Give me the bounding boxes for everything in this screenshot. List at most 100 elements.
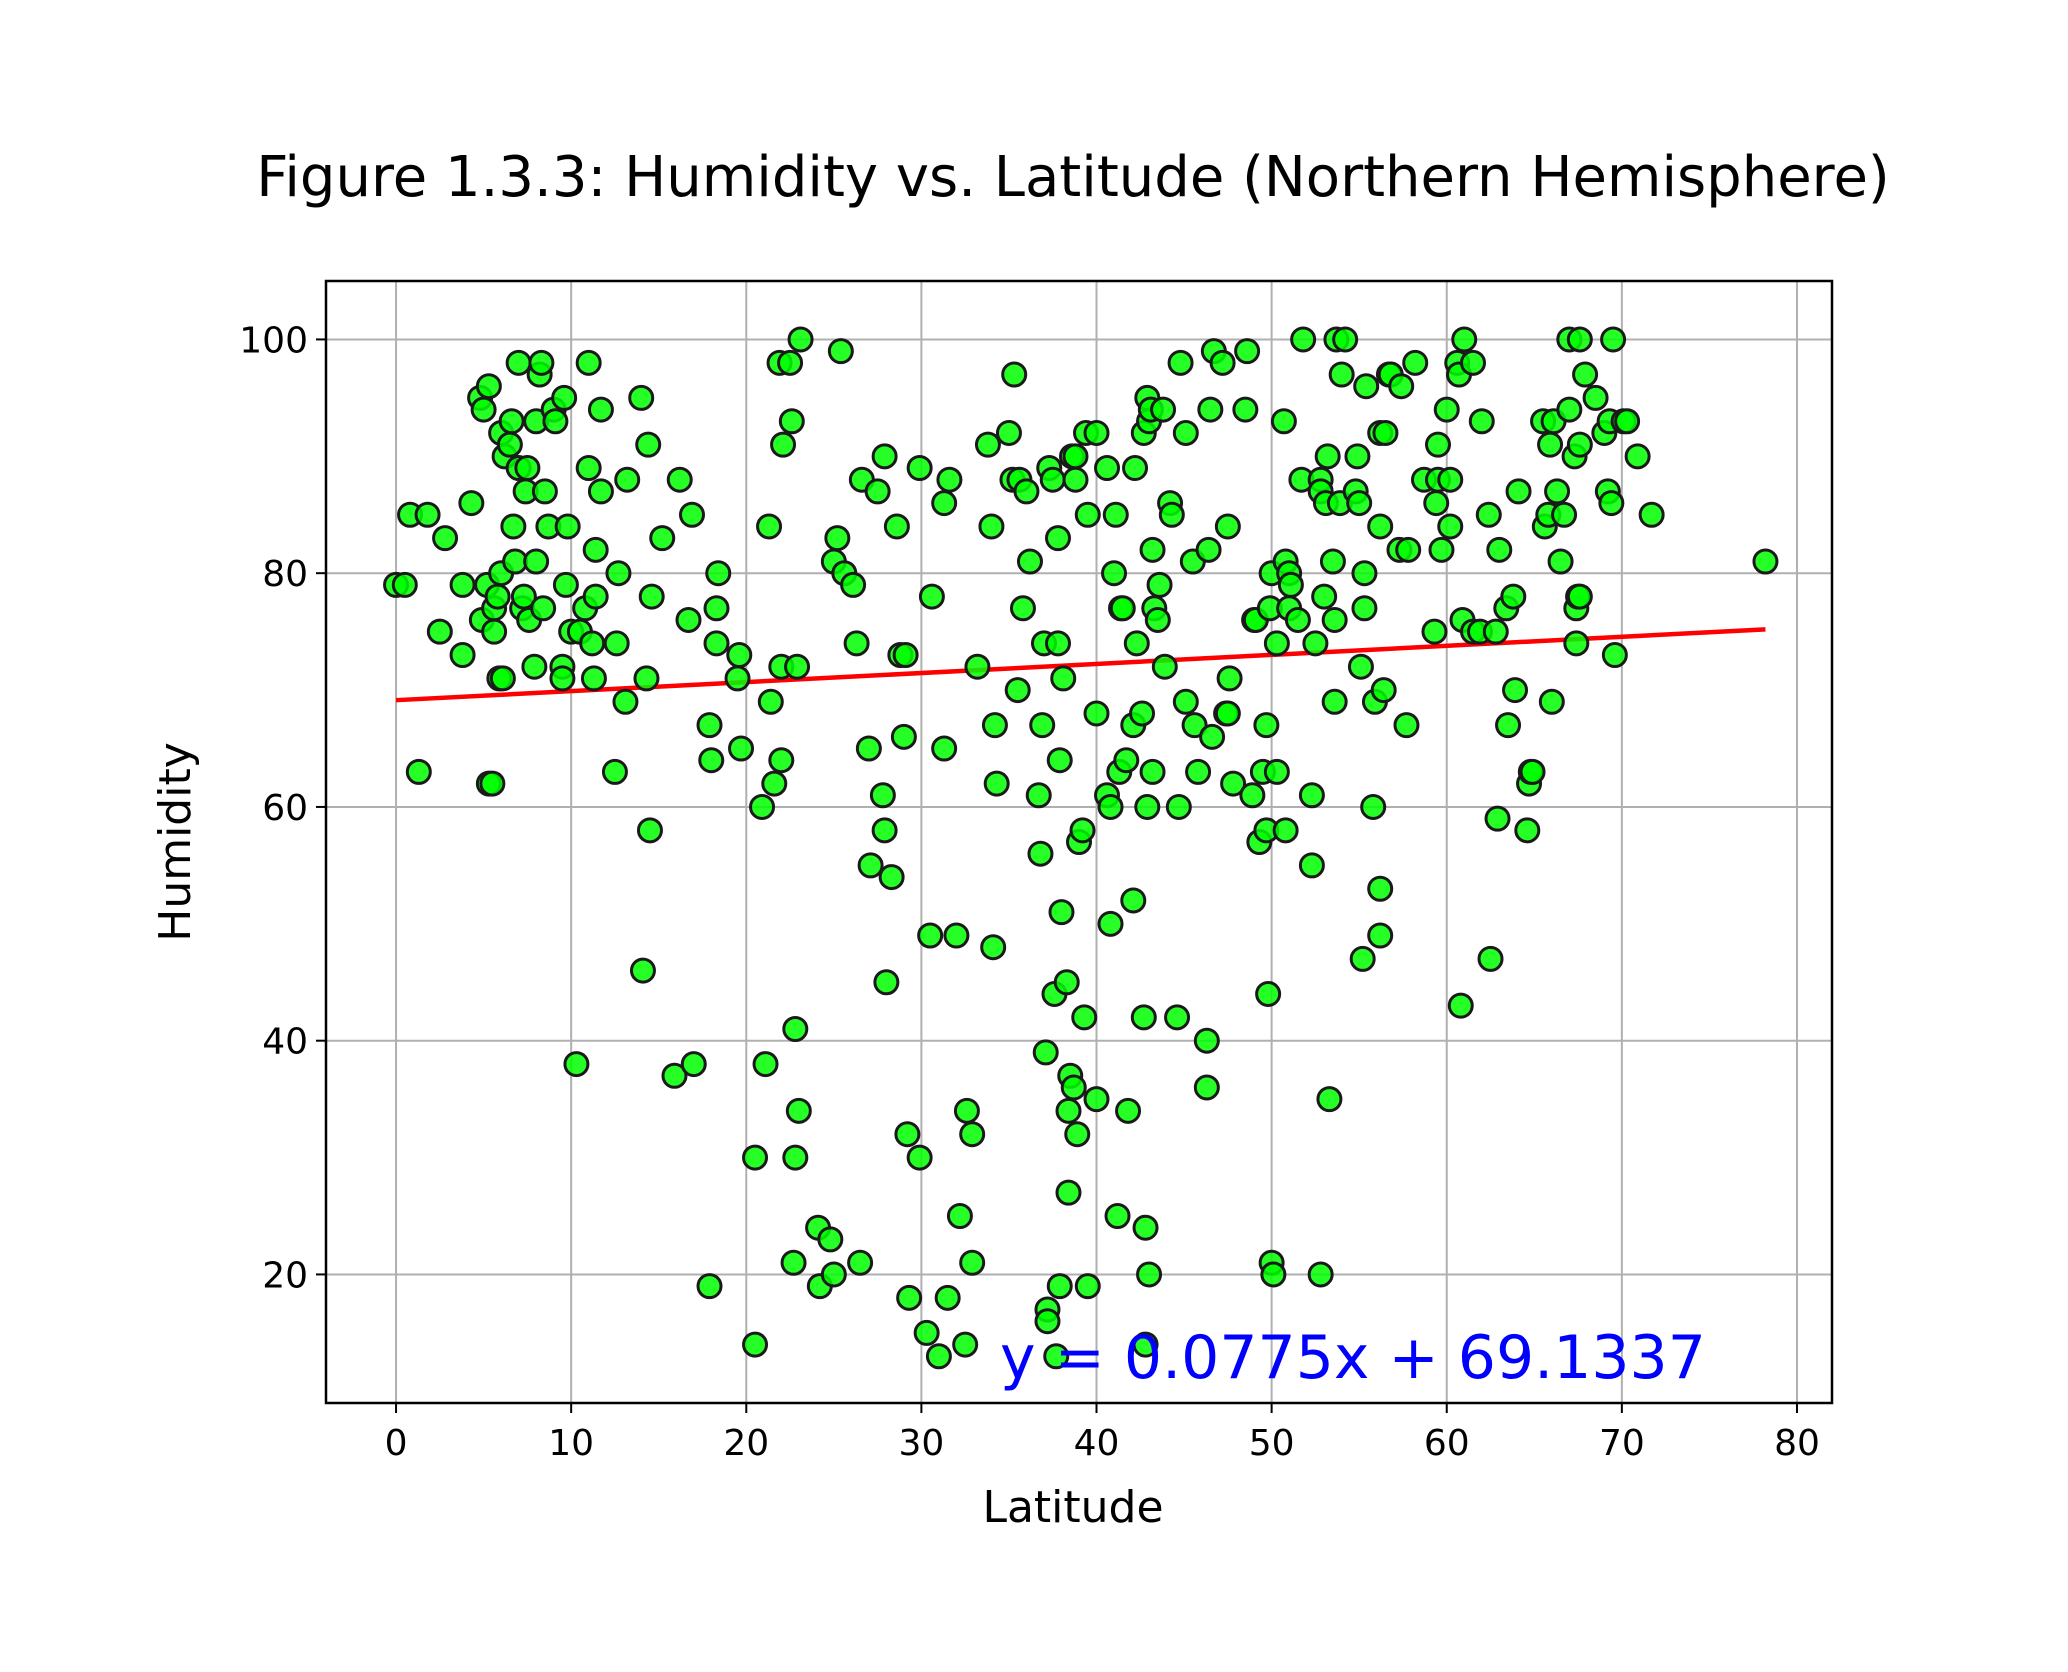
scatter-point xyxy=(1083,700,1110,727)
scatter-point xyxy=(1332,326,1359,353)
x-tick-label: 40 xyxy=(1074,1423,1120,1464)
scatter-point xyxy=(1216,665,1243,692)
scatter-point xyxy=(1044,630,1071,657)
scatter-point xyxy=(894,1121,921,1148)
scatter-point xyxy=(678,501,705,528)
scatter-point xyxy=(925,1343,952,1370)
scatter-point xyxy=(1344,443,1371,470)
scatter-point xyxy=(1298,852,1325,879)
scatter-point xyxy=(1130,1004,1157,1031)
scatter-point xyxy=(1477,945,1504,972)
scatter-point xyxy=(1263,630,1290,657)
scatter-point xyxy=(1638,501,1665,528)
scatter-point xyxy=(918,583,945,610)
scatter-point xyxy=(1421,618,1448,645)
scatter-point xyxy=(1272,817,1299,844)
scatter-point xyxy=(479,770,506,797)
scatter-point xyxy=(528,349,555,376)
scatter-point xyxy=(1519,758,1546,785)
scatter-point xyxy=(1048,899,1075,926)
regression-equation: y = 0.0775x + 69.1337 xyxy=(1000,1323,1706,1393)
scatter-point xyxy=(635,431,662,458)
scatter-point xyxy=(1046,1273,1073,1300)
scatter-point xyxy=(1284,606,1311,633)
scatter-point xyxy=(1321,606,1348,633)
scatter-point xyxy=(1255,980,1282,1007)
scatter-point xyxy=(1197,396,1224,423)
scatter-point xyxy=(1172,688,1199,715)
scatter-point xyxy=(542,408,569,435)
scatter-point xyxy=(974,431,1001,458)
scatter-point xyxy=(871,443,898,470)
scatter-point xyxy=(1556,396,1583,423)
scatter-point xyxy=(514,455,541,481)
scatter-point xyxy=(666,466,693,493)
scatter-point xyxy=(1134,793,1161,820)
scatter-point xyxy=(633,665,660,692)
scatter-point xyxy=(1402,349,1429,376)
y-axis-label: Humidity xyxy=(150,742,201,942)
scatter-point xyxy=(575,349,602,376)
scatter-point xyxy=(1083,1086,1110,1113)
scatter-point xyxy=(1437,513,1464,540)
scatter-point xyxy=(1150,396,1177,423)
scatter-point xyxy=(587,396,614,423)
scatter-point xyxy=(953,1097,980,1124)
scatter-point xyxy=(1566,431,1593,458)
scatter-point xyxy=(890,723,917,750)
scatter-point xyxy=(1433,396,1460,423)
scatter-point xyxy=(1139,758,1166,785)
scatter-point xyxy=(785,1097,812,1124)
scatter-point xyxy=(1043,1343,1070,1370)
scatter-point xyxy=(995,419,1022,446)
scatter-point xyxy=(1069,817,1096,844)
scatter-point xyxy=(484,583,511,610)
scatter-point xyxy=(1424,431,1451,458)
scatter-point xyxy=(777,349,804,376)
scatter-point xyxy=(1102,501,1129,528)
x-tick-label: 30 xyxy=(898,1423,944,1464)
scatter-point xyxy=(873,969,900,996)
scatter-point xyxy=(1046,747,1073,774)
scatter-point xyxy=(696,712,723,739)
scatter-point xyxy=(1624,443,1651,470)
scatter-point xyxy=(913,1319,940,1346)
scatter-point xyxy=(1253,712,1280,739)
scatter-point xyxy=(1144,606,1171,633)
scatter-point xyxy=(1311,583,1338,610)
scatter-point xyxy=(827,338,854,365)
scatter-point xyxy=(449,642,476,668)
scatter-point xyxy=(871,817,898,844)
x-tick-label: 10 xyxy=(548,1423,594,1464)
scatter-point xyxy=(661,1062,688,1089)
scatter-point xyxy=(575,455,602,481)
scatter-point xyxy=(1027,840,1054,867)
scatter-point xyxy=(470,396,497,423)
scatter-point xyxy=(1351,560,1378,587)
scatter-point xyxy=(1062,466,1089,493)
scatter-point xyxy=(458,490,485,517)
scatter-point xyxy=(1495,712,1522,739)
scatter-point xyxy=(778,408,805,435)
y-tick-label: 100 xyxy=(239,320,308,361)
scatter-point xyxy=(1347,653,1374,680)
scatter-point xyxy=(878,864,905,891)
scatter-point xyxy=(1537,431,1564,458)
scatter-point xyxy=(1314,443,1341,470)
scatter-point xyxy=(1158,501,1185,528)
scatter-point xyxy=(1165,793,1192,820)
scatter-point xyxy=(481,618,508,645)
scatter-point xyxy=(1360,793,1387,820)
scatter-point xyxy=(629,957,656,984)
scatter-point xyxy=(824,525,851,552)
scatter-point xyxy=(770,431,797,458)
chart-title: Figure 1.3.3: Humidity vs. Latitude (Nor… xyxy=(256,145,1890,210)
scatter-point xyxy=(1071,1004,1098,1031)
scatter-point xyxy=(1302,630,1329,657)
scatter-point xyxy=(1502,677,1529,704)
scatter-point xyxy=(1319,548,1346,575)
scatter-point xyxy=(612,688,639,715)
scatter-point xyxy=(552,571,579,598)
scatter-point xyxy=(554,513,581,540)
scatter-point xyxy=(756,513,783,540)
